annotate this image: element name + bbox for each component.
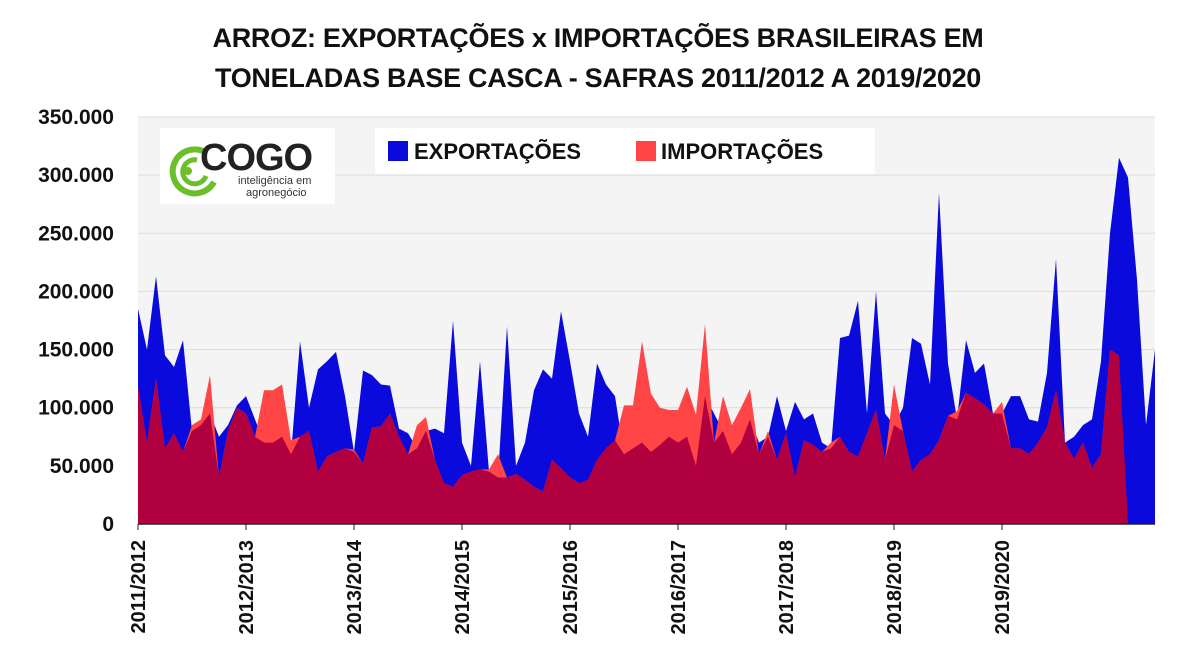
x-tick-label: 2019/2020 — [992, 540, 1014, 635]
y-tick-label: 150.000 — [38, 339, 114, 362]
legend-label-exportacoes: EXPORTAÇÕES — [414, 139, 581, 164]
x-tick-label: 2018/2019 — [884, 540, 906, 635]
logo-tagline-line-2: agronegócio — [246, 187, 307, 199]
chart-title-line-2: TONELADAS BASE CASCA - SAFRAS 2011/2012 … — [215, 63, 981, 93]
logo-wordmark: COGO — [200, 137, 312, 179]
legend-label-importacoes: IMPORTAÇÕES — [661, 139, 823, 164]
x-tick-label: 2015/2016 — [560, 540, 582, 635]
y-tick-label: 250.000 — [38, 222, 114, 245]
legend-background — [375, 128, 875, 174]
x-tick-label: 2016/2017 — [668, 540, 690, 635]
legend-swatch-importacoes — [636, 141, 656, 161]
series-layer — [138, 157, 1155, 525]
legend-swatch-exportacoes — [388, 141, 408, 161]
cogo-logo: COGO inteligência em agronegócio — [160, 128, 335, 204]
y-tick-label: 0 — [102, 513, 114, 536]
legend: EXPORTAÇÕES IMPORTAÇÕES — [375, 128, 875, 174]
y-tick-label: 100.000 — [38, 397, 114, 420]
x-axis: 2011/2012 2012/2013 2013/2014 2014/2015 2015… — [128, 524, 1014, 635]
x-tick-label: 2012/2013 — [236, 540, 258, 635]
x-tick-label: 2014/2015 — [452, 540, 474, 635]
x-tick-label: 2017/2018 — [776, 540, 798, 635]
y-tick-label: 50.000 — [50, 455, 114, 478]
y-tick-label: 200.000 — [38, 280, 114, 303]
y-axis: 0 50.000 100.000 150.000 200.000 250.000 300.0… — [38, 106, 114, 536]
chart-title-line-1: ARROZ: EXPORTAÇÕES x IMPORTAÇÕES BRASILE… — [212, 23, 984, 53]
y-tick-label: 350.000 — [38, 106, 114, 129]
series-area-overlap — [138, 349, 1155, 524]
logo-tagline-line-1: inteligência em — [238, 175, 311, 187]
x-tick-label: 2011/2012 — [128, 540, 150, 633]
chart-title: ARROZ: EXPORTAÇÕES x IMPORTAÇÕES BRASILE… — [0, 18, 1196, 98]
cogo-logo-icon — [169, 146, 217, 197]
y-tick-label: 300.000 — [38, 164, 114, 187]
x-tick-label: 2013/2014 — [344, 539, 366, 634]
